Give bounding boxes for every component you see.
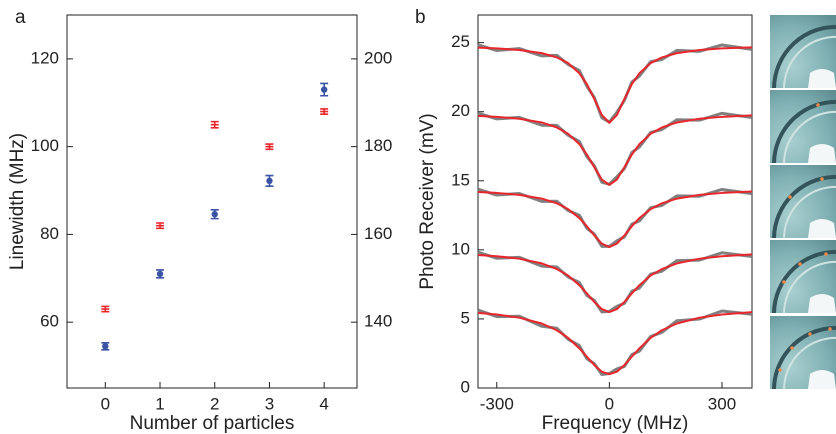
x-tick-label: 0 bbox=[101, 394, 110, 413]
trace bbox=[477, 43, 753, 124]
y2-tick-label: 160 bbox=[364, 224, 392, 243]
panel-label: b bbox=[415, 7, 426, 28]
marker bbox=[102, 343, 109, 350]
y-axis-label: Photo Receiver (mV) bbox=[417, 113, 438, 289]
photo bbox=[770, 316, 836, 390]
trace bbox=[477, 311, 753, 376]
photo bbox=[770, 90, 836, 164]
trace bbox=[477, 250, 753, 314]
y-tick-label: 100 bbox=[31, 136, 59, 155]
photo bbox=[770, 240, 836, 314]
trace bbox=[477, 46, 753, 124]
x-axis-label: Number of particles bbox=[130, 413, 295, 434]
x-tick-label: 0 bbox=[605, 394, 614, 413]
marker bbox=[211, 211, 218, 218]
y2-tick-label: 200 bbox=[364, 48, 392, 67]
photo bbox=[770, 165, 836, 239]
photo bbox=[770, 15, 836, 89]
x-tick-label: 300 bbox=[708, 394, 736, 413]
y2-tick-label: 140 bbox=[364, 312, 392, 331]
y-tick-label: 0 bbox=[461, 377, 470, 396]
marker bbox=[266, 177, 273, 185]
y-tick-label: 5 bbox=[461, 308, 470, 327]
photo-column bbox=[770, 15, 836, 390]
plot-frame bbox=[477, 14, 753, 389]
trace bbox=[477, 114, 753, 186]
y2-tick-label: 180 bbox=[364, 136, 392, 155]
y-tick-label: 80 bbox=[40, 224, 59, 243]
marker bbox=[320, 86, 328, 93]
x-tick-label: -300 bbox=[480, 394, 514, 413]
trace bbox=[477, 253, 753, 314]
trace bbox=[477, 190, 753, 249]
x-tick-label: 2 bbox=[210, 394, 219, 413]
y-tick-label: 25 bbox=[451, 32, 470, 51]
y-tick-label: 15 bbox=[451, 170, 470, 189]
x-tick-label: 1 bbox=[155, 394, 164, 413]
marker bbox=[156, 270, 164, 278]
plot-frame bbox=[66, 14, 358, 389]
y-tick-label: 60 bbox=[40, 312, 59, 331]
y-tick-label: 120 bbox=[31, 48, 59, 67]
trace bbox=[477, 308, 753, 376]
panel-label: a bbox=[15, 7, 26, 28]
x-axis-label: Frequency (MHz) bbox=[542, 413, 689, 434]
y-tick-label: 20 bbox=[451, 101, 470, 120]
trace bbox=[477, 111, 753, 186]
y-axis-label: Linewidth (MHz) bbox=[7, 133, 28, 270]
x-tick-label: 4 bbox=[319, 394, 328, 413]
trace bbox=[477, 187, 753, 248]
x-tick-label: 3 bbox=[265, 394, 274, 413]
y-tick-label: 10 bbox=[451, 239, 470, 258]
